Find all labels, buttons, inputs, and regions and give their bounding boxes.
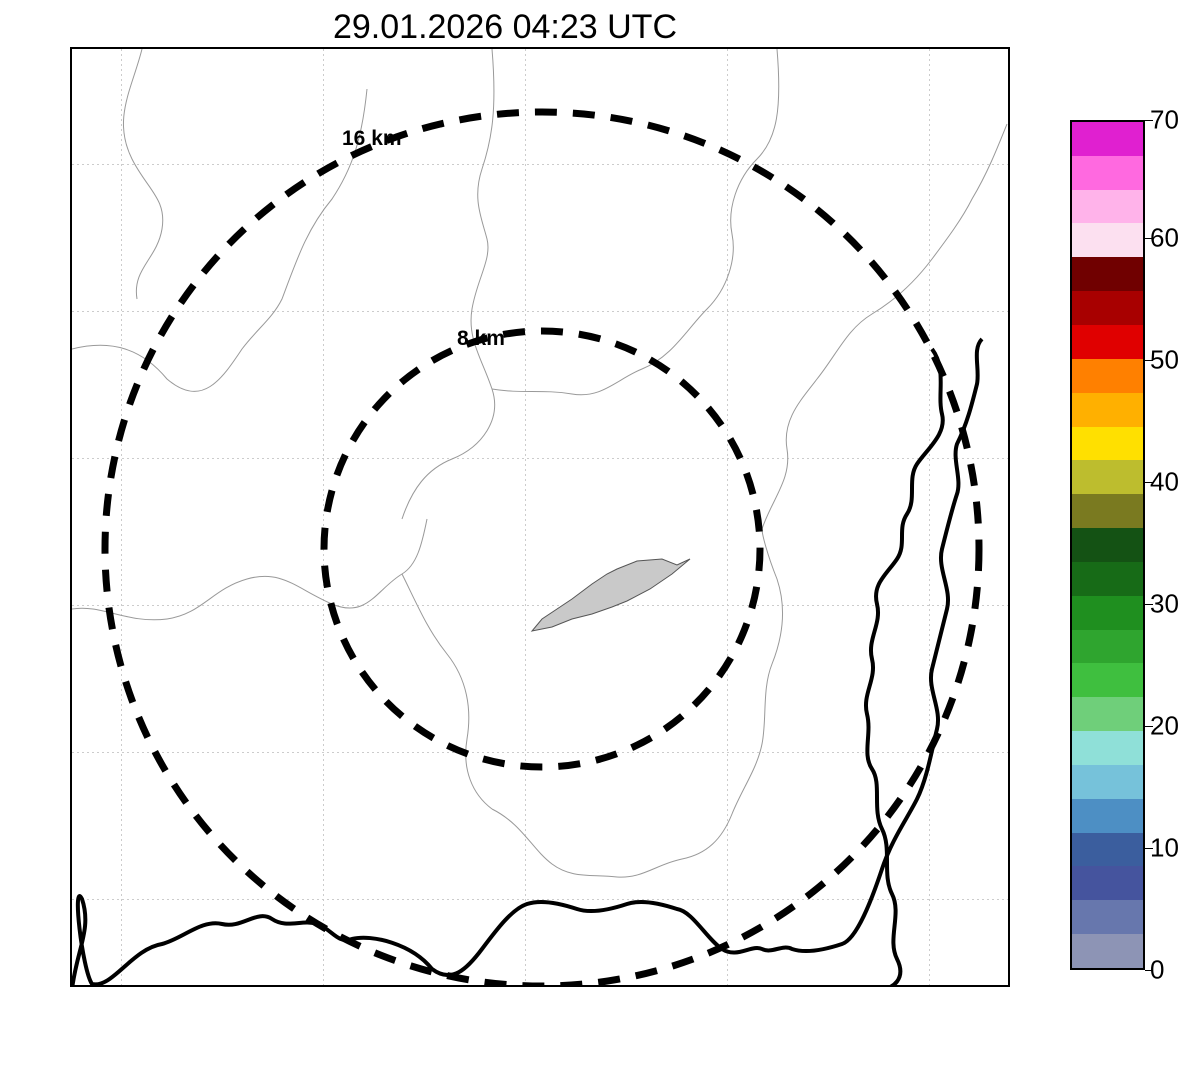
district-boundary-line bbox=[123, 49, 162, 299]
radius-circle-8km bbox=[324, 331, 760, 767]
colorbar-segment-45-47 bbox=[1072, 393, 1143, 427]
colorbar-widget[interactable]: 0 10 20 30 40 50 60 70 dBZ bbox=[1050, 95, 1160, 995]
district-boundary-line bbox=[402, 574, 492, 809]
colorbar-segment-47-50 bbox=[1072, 359, 1143, 393]
colorbar-segment-67-70 bbox=[1072, 122, 1143, 156]
colorbar-segment-27-30 bbox=[1072, 630, 1143, 664]
colorbar-segment-42-45 bbox=[1072, 427, 1143, 461]
city-boundary-polygon[interactable] bbox=[532, 559, 690, 631]
colorbar-segment-17-20 bbox=[1072, 765, 1143, 799]
district-boundary-line bbox=[72, 519, 427, 620]
colorbar-tick-label: 20 bbox=[1150, 711, 1179, 742]
colorbar-segment-22-25 bbox=[1072, 697, 1143, 731]
colorbar-gradient bbox=[1070, 120, 1145, 970]
colorbar-segment-35-37 bbox=[1072, 528, 1143, 562]
colorbar-segment-37-40 bbox=[1072, 494, 1143, 528]
circle-label-16km: 16 km bbox=[342, 127, 402, 151]
colorbar-tick-label: 50 bbox=[1150, 345, 1179, 376]
colorbar-tick-label: 30 bbox=[1150, 589, 1179, 620]
colorbar-tick-label: 40 bbox=[1150, 467, 1179, 498]
colorbar-tick-label: 0 bbox=[1150, 955, 1164, 986]
colorbar-segment-50-52 bbox=[1072, 325, 1143, 359]
colorbar-segment-60-62 bbox=[1072, 223, 1143, 257]
district-boundary-line bbox=[72, 89, 367, 391]
colorbar-segment-20-22 bbox=[1072, 731, 1143, 765]
colorbar-tick-label: 60 bbox=[1150, 223, 1179, 254]
map-features-svg bbox=[72, 49, 1010, 987]
colorbar-segment-62-65 bbox=[1072, 190, 1143, 224]
colorbar-segment-12-15 bbox=[1072, 833, 1143, 867]
colorbar-segment-30-32 bbox=[1072, 596, 1143, 630]
colorbar-segment-25-27 bbox=[1072, 663, 1143, 697]
colorbar-tick-label: 10 bbox=[1150, 833, 1179, 864]
colorbar-segment-55-60 bbox=[1072, 257, 1143, 291]
colorbar-segment-65-67 bbox=[1072, 156, 1143, 190]
colorbar-segment-5-10 bbox=[1072, 900, 1143, 934]
country-border-south-line bbox=[72, 339, 982, 987]
colorbar-segment-40-42 bbox=[1072, 460, 1143, 494]
district-boundary-line bbox=[492, 809, 617, 877]
colorbar-segment-10-12 bbox=[1072, 866, 1143, 900]
district-boundary-line bbox=[492, 49, 779, 395]
map-plot-area[interactable]: 16 km 8 km 6 6.1 6.2 6.3 6.4 49.5 49.55 … bbox=[70, 47, 1010, 987]
colorbar-segment-52-55 bbox=[1072, 291, 1143, 325]
page-title: 29.01.2026 04:23 UTC bbox=[0, 8, 1010, 47]
colorbar-segment-15-17 bbox=[1072, 799, 1143, 833]
radar-map-container: 29.01.2026 04:23 UTC bbox=[0, 0, 1188, 1084]
colorbar-segment-32-35 bbox=[1072, 562, 1143, 596]
circle-label-8km: 8 km bbox=[457, 327, 505, 351]
colorbar-tick-label: 70 bbox=[1150, 105, 1179, 136]
colorbar-segment-0-5 bbox=[1072, 934, 1143, 968]
